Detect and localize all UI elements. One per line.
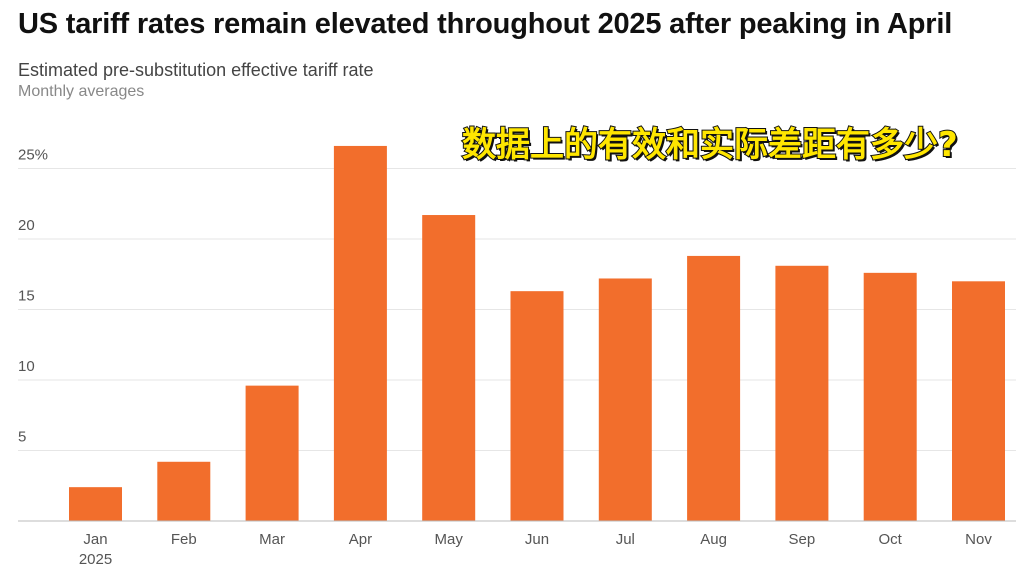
x-tick-sublabel: 2025 (79, 551, 112, 568)
bar-jun (510, 291, 564, 521)
bar-mar (245, 385, 299, 521)
y-tick-label: 25% (18, 147, 48, 164)
x-tick-label: Jul (616, 531, 635, 548)
bar-feb (157, 461, 211, 521)
bar-may (422, 215, 476, 521)
x-tick-label: Feb (171, 531, 197, 548)
bar-apr (333, 145, 387, 521)
chart-subtitle: Estimated pre-substitution effective tar… (18, 60, 374, 80)
bar-aug (687, 255, 741, 522)
bar-jul (598, 278, 652, 521)
x-tick-label: Jun (525, 531, 549, 548)
x-axis-ticks: Jan 2025 Feb Mar Apr May Jun Jul Aug Sep Oct Nov (79, 531, 993, 568)
x-tick-label: Oct (879, 531, 903, 548)
bar-jan (69, 487, 122, 521)
y-tick-label: 5 (18, 429, 26, 446)
x-tick-label: Mar (259, 531, 285, 548)
bar-oct (863, 272, 917, 521)
y-tick-label: 15 (18, 288, 35, 305)
chart-title: US tariff rates remain elevated througho… (18, 8, 953, 40)
x-tick-label: Sep (789, 531, 816, 548)
y-tick-label: 10 (18, 358, 35, 375)
bars (69, 145, 1005, 522)
bar-nov (952, 281, 1005, 521)
y-axis-ticks: 5 10 15 20 25% (18, 147, 48, 446)
x-tick-label: Jan (83, 531, 107, 548)
chart-note: Monthly averages (18, 83, 145, 100)
x-tick-label: Apr (349, 531, 372, 548)
x-tick-label: May (435, 531, 464, 548)
y-tick-label: 20 (18, 217, 35, 234)
x-tick-label: Nov (965, 531, 992, 548)
bar-sep (775, 265, 829, 521)
overlay-caption: 数据上的有效和实际差距有多少? (461, 124, 959, 166)
x-tick-label: Aug (700, 531, 727, 548)
